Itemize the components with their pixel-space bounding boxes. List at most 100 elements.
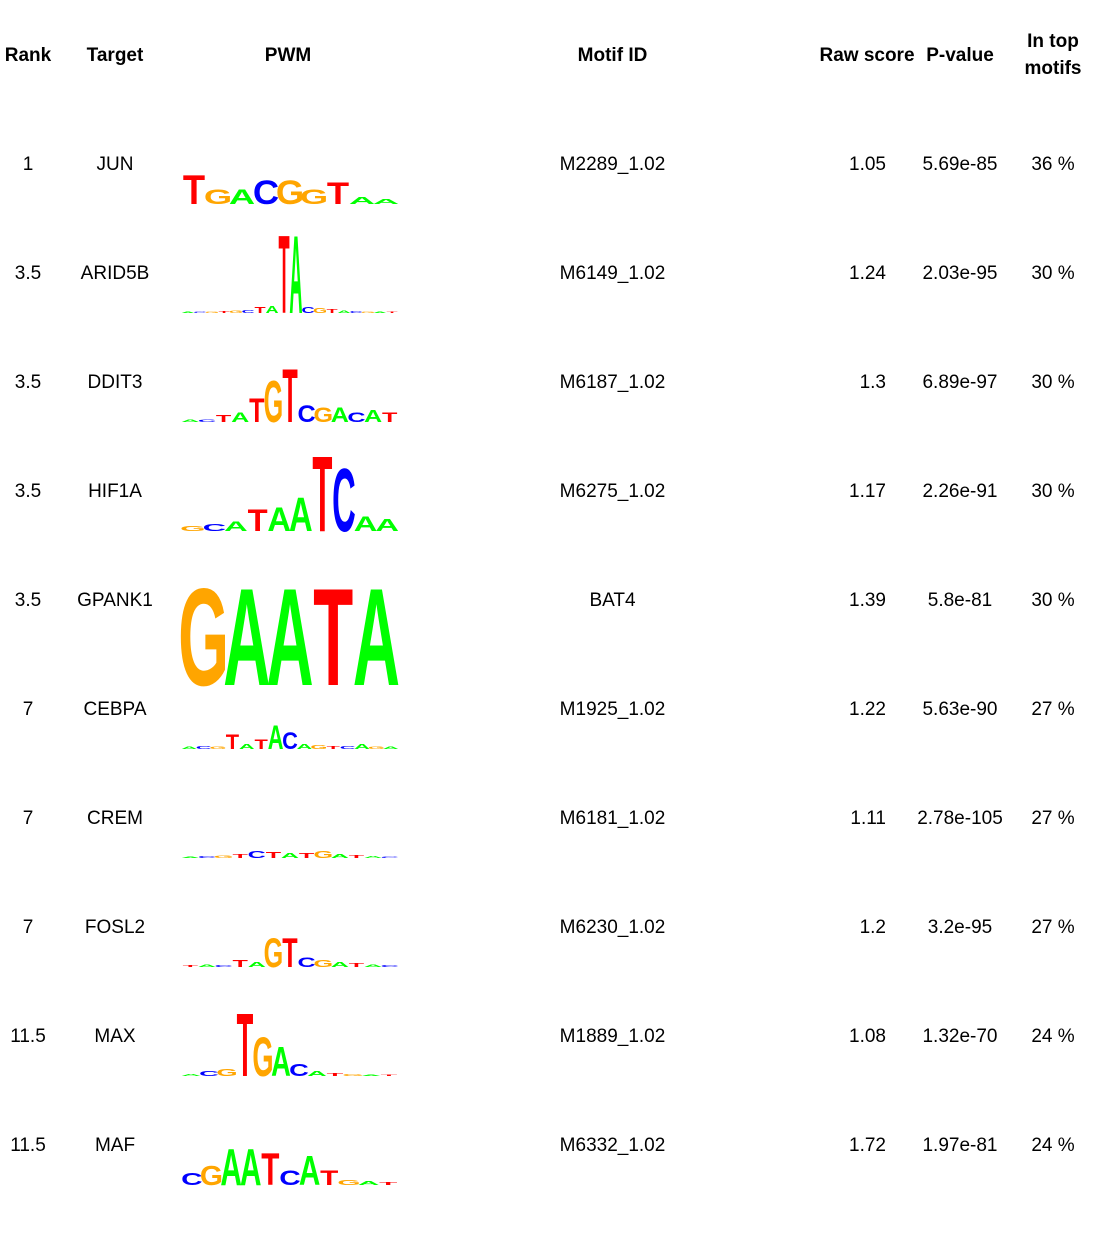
pwm-letter: A — [181, 311, 194, 313]
p-value-cell: 5.69e-85 — [922, 154, 998, 175]
pwm-letter: C — [198, 419, 216, 423]
pwm-letter: A — [297, 743, 313, 751]
pwm-letter: T — [255, 736, 268, 752]
pwm-letter: A — [198, 964, 216, 968]
pwm-letter: A — [331, 961, 349, 969]
pwm-letter: C — [181, 1170, 202, 1189]
pwm-letter: T — [266, 850, 282, 859]
pwm-letter: T — [218, 310, 229, 313]
p-value-cell: 5.63e-90 — [922, 699, 998, 720]
pwm-letter: A — [353, 561, 400, 716]
in-top-cell: 24 % — [1031, 1026, 1075, 1047]
p-value-cell: 2.26e-91 — [922, 481, 998, 502]
pwm-letter: C — [349, 310, 363, 313]
rank-cell: 11.5 — [10, 1026, 46, 1047]
target-cell: MAF — [94, 1135, 136, 1156]
pwm-logo: T AC T AG T CGA T AC — [183, 931, 399, 977]
pwm-letter: A — [224, 519, 248, 534]
raw-score-cell: 1.72 — [849, 1135, 886, 1156]
pwm-letter: A — [231, 410, 250, 425]
rank-cell: 1 — [22, 154, 34, 175]
raw-score-cell: 1.11 — [850, 808, 886, 829]
pwm-letter: T — [278, 213, 289, 337]
target-cell: HIF1A — [88, 481, 142, 502]
pwm-letter: A — [383, 746, 399, 750]
in-top-cell: 30 % — [1031, 372, 1075, 393]
pwm-letter: A — [364, 856, 382, 859]
in-top-cell: 30 % — [1031, 481, 1075, 502]
pwm-letter: T — [326, 308, 338, 314]
header-in-top-motifs: In top motifs — [1012, 28, 1094, 82]
pwm-letter: T — [183, 965, 198, 968]
rank-cell: 3.5 — [14, 372, 42, 393]
target-cell: JUN — [96, 154, 134, 175]
pwm-letter: T — [216, 413, 232, 424]
pwm-letter: C — [340, 746, 356, 751]
pwm-letter: T — [381, 1074, 398, 1076]
pwm-letter: A — [265, 305, 278, 316]
pwm-letter: T — [254, 305, 266, 314]
pwm-letter: C — [198, 856, 216, 859]
pwm-letter: G — [216, 1067, 237, 1079]
pwm-letter: A — [337, 310, 351, 314]
header-rank: Rank — [4, 45, 52, 66]
pwm-letter: C — [214, 965, 232, 968]
p-value-cell: 2.03e-95 — [922, 263, 998, 284]
pwm-letter: A — [358, 1180, 379, 1186]
pwm-letter: C — [279, 1167, 300, 1190]
p-value-cell: 5.8e-81 — [927, 590, 993, 611]
pwm-letter: T — [382, 410, 398, 425]
target-cell: MAX — [94, 1026, 136, 1047]
header-motif-id: Motif ID — [577, 45, 648, 66]
pwm-letter: T — [282, 931, 297, 977]
pwm-letter: G — [313, 403, 333, 426]
target-cell: DDIT3 — [87, 372, 143, 393]
pwm-letter: C — [203, 522, 227, 534]
pwm-letter: T — [249, 392, 265, 430]
pwm-letter: A — [268, 719, 284, 757]
in-top-cell: 30 % — [1031, 590, 1075, 611]
pwm-letter: G — [264, 369, 284, 435]
header-in-top-line1: In top — [1027, 31, 1079, 52]
motif-id-cell: M6230_1.02 — [559, 917, 666, 938]
pwm-letter: A — [354, 512, 378, 536]
pwm-letter: T — [226, 730, 239, 753]
pwm-letter: G — [264, 931, 284, 977]
motif-id-cell: M6275_1.02 — [559, 481, 666, 502]
pwm-letter: G — [205, 311, 219, 313]
motif-id-cell: BAT4 — [589, 590, 636, 611]
motif-id-cell: M2289_1.02 — [559, 154, 666, 175]
pwm-logo: ACG T C T A T GA T AC — [181, 849, 399, 860]
pwm-letter: T — [312, 434, 332, 554]
pwm-letter: A — [373, 311, 386, 313]
pwm-letter: G — [229, 310, 243, 314]
rank-cell: 7 — [22, 699, 34, 720]
pwm-letter: A — [349, 195, 375, 207]
raw-score-cell: 1.39 — [849, 590, 886, 611]
pwm-letter: A — [267, 500, 291, 539]
rank-cell: 7 — [22, 917, 34, 938]
pwm-letter: A — [354, 743, 370, 751]
pwm-letter: T — [183, 168, 205, 214]
pwm-letter: A — [289, 213, 302, 337]
pwm-letter: G — [252, 1026, 273, 1088]
pwm-letter: G — [310, 744, 327, 750]
pwm-letter: C — [241, 309, 255, 314]
pwm-letter: T — [248, 503, 268, 538]
pwm-letter: A — [331, 403, 350, 426]
in-top-cell: 27 % — [1031, 808, 1075, 829]
pwm-letter: C — [332, 451, 356, 551]
pwm-letter: T — [386, 311, 397, 313]
pwm-letter: G — [368, 746, 385, 750]
pwm-letter: G — [210, 746, 227, 750]
pwm-letter: T — [232, 958, 248, 969]
pwm-letter: G — [313, 958, 333, 969]
pwm-letter: A — [181, 419, 199, 423]
pwm-letter: T — [313, 561, 353, 716]
pwm-letter: G — [337, 1179, 360, 1187]
header-raw-score: Raw score — [819, 45, 915, 66]
in-top-cell: 24 % — [1031, 1135, 1075, 1156]
